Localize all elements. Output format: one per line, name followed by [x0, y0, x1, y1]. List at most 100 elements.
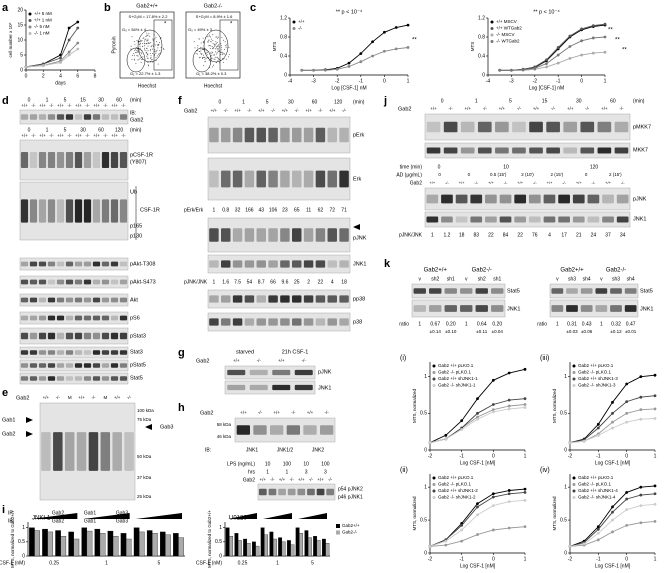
blot-band: [572, 194, 585, 204]
blot-band: [65, 297, 74, 303]
flow-dot: [200, 52, 202, 54]
blot-band: [477, 147, 492, 154]
blot-band: [100, 432, 111, 471]
label: **: [622, 48, 627, 54]
blot-band: [587, 216, 600, 223]
blot-band: [292, 228, 302, 242]
flow-dot: [130, 45, 132, 47]
lane-label: 5: [64, 97, 67, 103]
blot-band: [280, 318, 290, 326]
label: p54 pJNK2: [338, 486, 363, 492]
y-tick-label: 5: [20, 52, 23, 58]
lane-label: +/+: [298, 477, 305, 482]
legend-label: Gab2 -/- shJNK1-2: [438, 495, 476, 500]
lane-label: +/+: [260, 477, 267, 482]
flow-dot: [215, 36, 217, 38]
label: ±0.01: [625, 329, 637, 334]
lane-label: -/-: [562, 180, 566, 185]
flow-dot: [134, 44, 136, 46]
x-tick-label: 0: [383, 78, 386, 84]
lane-label: -/-: [328, 477, 333, 482]
blot-band: [316, 488, 325, 496]
lane-label: 0.32: [611, 321, 621, 327]
flow-dot: [214, 45, 216, 47]
x-tick-label: -2: [533, 78, 538, 84]
blot-band: [56, 114, 65, 120]
lane-label: 22: [318, 279, 324, 285]
blot-band: [20, 315, 29, 321]
blot-band: [624, 305, 637, 312]
blot: [224, 365, 316, 380]
label: ±0.06: [581, 329, 593, 334]
lane-label: +/+: [459, 180, 465, 185]
blot-band: [315, 260, 326, 268]
data-point: [653, 417, 657, 420]
blot-band: [303, 260, 314, 268]
flow-dot: [147, 42, 149, 44]
lane-label: +/+: [430, 106, 437, 111]
data-point: [507, 398, 511, 402]
blot-band: [443, 147, 458, 154]
flow-dot: [212, 48, 214, 50]
blot-band: [339, 127, 349, 143]
blot-band: [92, 261, 101, 267]
blot-band: [227, 384, 246, 391]
x-tick-label: 0: [625, 453, 628, 459]
flow-dot: [207, 36, 209, 38]
flow-dot: [147, 61, 149, 63]
blot-band: [292, 260, 302, 268]
legend-marker: [490, 33, 494, 37]
flow-dot: [215, 46, 217, 48]
lane-label: +/+: [233, 358, 240, 363]
data-point: [625, 491, 629, 494]
flow-dot: [147, 45, 149, 47]
label: Gab2: [410, 180, 422, 186]
flow-dot: [224, 53, 226, 55]
data-point: [476, 415, 479, 419]
lane-label: -/-: [585, 106, 590, 111]
blot: [19, 275, 129, 289]
flow-dot: [157, 53, 159, 55]
blot-band: [119, 297, 128, 303]
flow-dot: [195, 53, 197, 55]
legend-label: +/+ 5 nM: [34, 11, 52, 16]
label: JNK1: [633, 216, 646, 222]
y-tick-label: 0.5: [420, 517, 427, 523]
blot-band: [209, 295, 219, 303]
blot-band: [65, 152, 74, 168]
panel-letter: k: [384, 258, 391, 270]
data-point: [507, 404, 511, 408]
flow-dot: [145, 47, 147, 49]
panel-letter: j: [383, 95, 387, 107]
lane-label: -/-: [517, 106, 522, 111]
y-axis-label: cell number x 10⁵: [8, 22, 13, 57]
blot-band: [110, 199, 119, 223]
lane-label: +/+: [240, 410, 247, 415]
legend-marker: [432, 384, 436, 387]
flow-dot: [213, 47, 215, 49]
blot-band: [83, 332, 92, 340]
lane-label: 106: [269, 207, 278, 213]
x-tick-label: -2: [335, 78, 340, 84]
label: CSF-1R: [140, 207, 160, 213]
flow-plot: [119, 11, 175, 79]
blot-band: [558, 216, 570, 223]
data-point: [67, 50, 71, 54]
blot-band: [119, 363, 128, 368]
flow-dot: [152, 40, 154, 42]
lane-label: 76: [532, 232, 538, 238]
flow-dot: [142, 56, 144, 58]
blot-band: [339, 170, 349, 188]
lane-label: +/+: [43, 395, 50, 400]
y-tick-label: 1: [22, 525, 25, 531]
bar: [281, 541, 286, 557]
label: Gab2: [196, 358, 209, 364]
data-point: [639, 493, 643, 497]
x-tick-label: 1: [407, 78, 410, 84]
lane-label: 22: [517, 232, 523, 238]
flow-dot: [149, 42, 151, 44]
data-point: [444, 539, 448, 543]
label: pStat5: [130, 362, 146, 368]
blot-band: [124, 432, 134, 471]
panel-letter: e: [2, 387, 8, 399]
